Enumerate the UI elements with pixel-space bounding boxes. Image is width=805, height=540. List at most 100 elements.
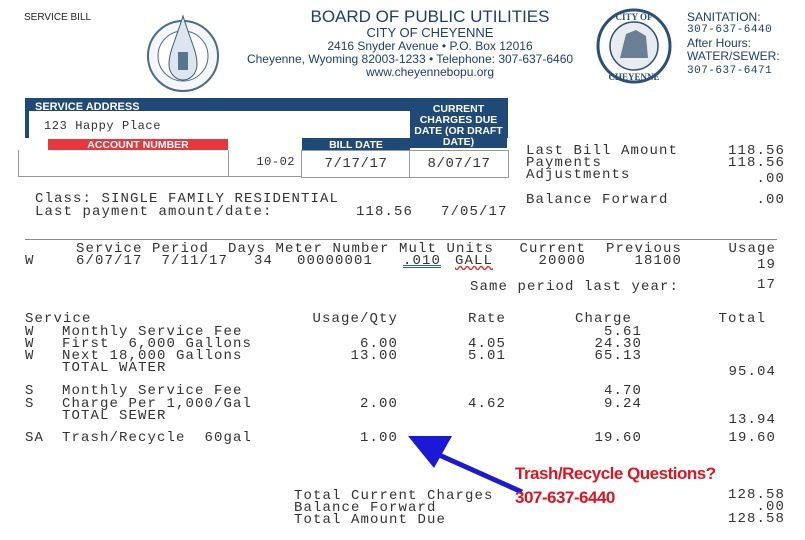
account-suffix-cell (228, 150, 303, 177)
divider (25, 239, 777, 240)
charge-total: 13.94 (728, 412, 776, 428)
charge-code: W (25, 324, 35, 340)
water-sewer-label: WATER/SEWER: (687, 49, 780, 63)
charge-code: SA (25, 430, 45, 446)
charge-description: Monthly Service Fee (62, 383, 243, 399)
meter-header-current: Current (519, 241, 586, 257)
meter-units: GALL (455, 253, 494, 269)
charge-amount: 9.24 (603, 396, 642, 412)
class-line: Class: SINGLE FAMILY RESIDENTIAL (35, 191, 340, 207)
summary-label: Last Bill Amount (526, 143, 679, 159)
totals-value: 128.58 (727, 487, 785, 503)
totals-value: .00 (756, 499, 785, 515)
last-payment-label: Last payment amount/date: (35, 204, 273, 220)
charge-description: TOTAL SEWER (62, 408, 167, 424)
charge-description: Charge Per 1,000/Gal (62, 396, 253, 412)
meter-usage: 19 (756, 257, 776, 273)
meter-current: 20000 (538, 253, 586, 269)
charge-code: W (25, 348, 35, 364)
account-suffix: 10-02 (256, 155, 295, 169)
arrow-icon (408, 436, 524, 495)
charge-rate: 4.05 (467, 336, 506, 352)
charge-code: S (25, 396, 35, 412)
water-sewer-phone: 307-637-6471 (687, 65, 773, 77)
charges-header-charge: Charge (575, 311, 633, 327)
due-date-cell (409, 150, 509, 178)
meter-header-previous: Previous (605, 241, 682, 257)
charges-header-total: Total (718, 311, 766, 327)
doc-label: SERVICE BILL (24, 12, 92, 23)
meter-number: 00000001 (297, 253, 374, 269)
summary-label: Balance Forward (526, 192, 669, 208)
charge-total: 19.60 (728, 430, 776, 446)
charge-amount: 24.30 (594, 336, 642, 352)
bill-date: 7/17/17 (324, 156, 388, 172)
summary-label: Adjustments (526, 167, 631, 183)
charge-usage: 13.00 (350, 348, 398, 364)
service-address: 123 Happy Place (44, 119, 162, 133)
callout-question: Trash/Recycle Questions? (515, 464, 716, 483)
meter-previous: 18100 (634, 253, 682, 269)
charge-description: TOTAL WATER (62, 360, 167, 376)
meter-header-usage: Usage (728, 241, 776, 257)
due-date-label: CURRENT CHARGES DUE DATE (OR DRAFT DATE) (410, 104, 507, 148)
charge-code: W (25, 336, 35, 352)
charge-rate: 5.01 (467, 348, 506, 364)
last-payment-amount: 118.56 (355, 204, 413, 220)
account-number-label: ACCOUNT NUMBER (48, 139, 228, 151)
charge-rate: 4.62 (467, 396, 506, 412)
charge-amount: 4.70 (603, 383, 642, 399)
charges-header-service: Service (25, 311, 92, 327)
charge-amount: 5.61 (603, 324, 642, 340)
totals-value: 128.58 (727, 511, 785, 527)
meter-mult: .010 (403, 253, 442, 269)
account-number-cell (18, 150, 230, 177)
org-address: 2416 Snyder Avenue • P.O. Box 12016 (327, 39, 533, 53)
svg-text:CHEYENNE: CHEYENNE (608, 72, 659, 82)
summary-value: 118.56 (727, 143, 785, 159)
totals-label: Total Amount Due (294, 512, 447, 528)
bopu-logo (147, 14, 219, 92)
bill-date-label: BILL DATE (302, 138, 410, 151)
after-hours-label: After Hours: (687, 36, 752, 50)
org-city: CITY OF CHEYENNE (366, 25, 494, 40)
meter-type: W (25, 253, 35, 269)
charge-usage: 2.00 (359, 396, 398, 412)
totals-label: Total Current Charges (294, 488, 494, 504)
city-seal-logo: CITY OF CHEYENNE (596, 8, 672, 84)
service-address-label: SERVICE ADDRESS (35, 101, 140, 113)
summary-label: Payments (526, 155, 603, 171)
charges-header-usage: Usage/Qty (312, 311, 398, 327)
sanitation-label: SANITATION: (687, 10, 761, 24)
charge-description: Trash/Recycle 60gal (62, 430, 253, 446)
service-address-area (29, 111, 410, 138)
meter-headers: Service Period Days Meter Number Mult Un… (76, 241, 495, 257)
org-website[interactable]: www.cheyennebopu.org (365, 65, 495, 79)
charge-total: 95.04 (728, 364, 776, 380)
org-city-line: Cheyenne, Wyoming 82003-1233 • Telephone… (246, 52, 574, 66)
same-period-value: 17 (756, 277, 776, 293)
bill-date-cell (301, 150, 411, 178)
svg-text:CITY OF: CITY OF (616, 12, 653, 22)
charge-description: Monthly Service Fee (62, 324, 243, 340)
summary-value: .00 (756, 192, 785, 208)
totals-label: Balance Forward (294, 500, 437, 516)
charge-amount: 19.60 (594, 430, 642, 446)
charge-usage: 1.00 (359, 430, 398, 446)
org-name: BOARD OF PUBLIC UTILITIES (310, 7, 550, 26)
same-period-label: Same period last year: (470, 279, 680, 295)
charge-amount: 65.13 (594, 348, 642, 364)
meter-period: 6/07/17 7/11/17 (76, 253, 229, 269)
summary-value: .00 (756, 171, 785, 187)
due-date: 8/07/17 (427, 156, 491, 172)
sanitation-phone: 307-637-6440 (687, 24, 773, 36)
charges-header-rate: Rate (467, 311, 506, 327)
meter-days: 34 (253, 253, 273, 269)
summary-value: 118.56 (727, 155, 785, 171)
charge-description: Next 18,000 Gallons (62, 348, 243, 364)
charge-code: S (25, 383, 35, 399)
charge-usage: 6.00 (359, 336, 398, 352)
charge-description: First 6,000 Gallons (62, 336, 253, 352)
callout-phone: 307-637-6440 (515, 488, 615, 507)
